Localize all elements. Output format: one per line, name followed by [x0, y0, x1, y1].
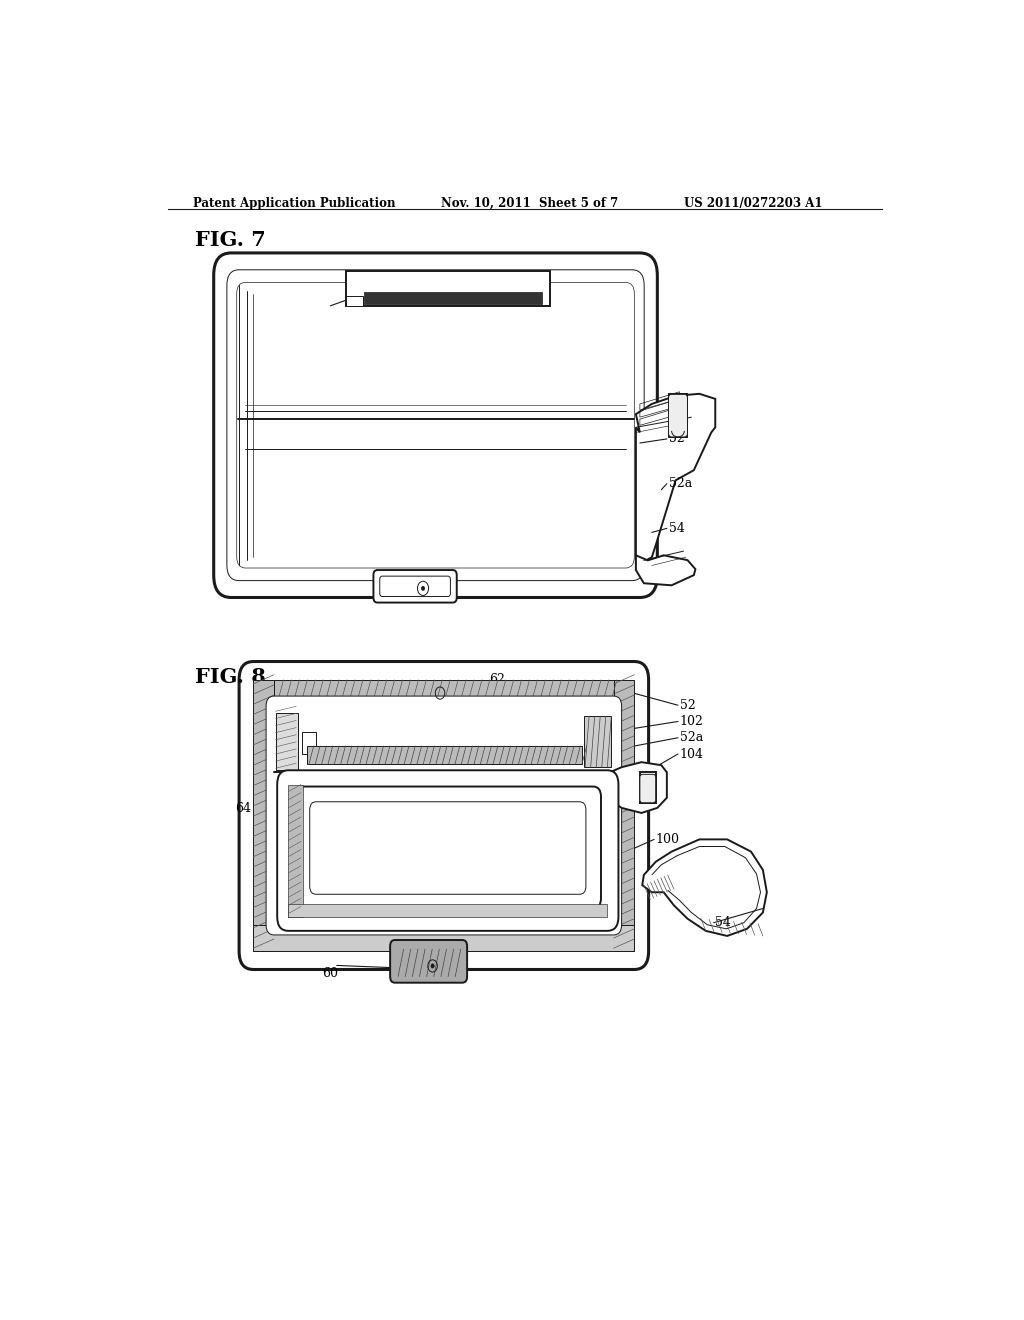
FancyBboxPatch shape [240, 661, 648, 969]
FancyBboxPatch shape [266, 696, 622, 935]
FancyBboxPatch shape [669, 395, 687, 437]
Text: 104: 104 [680, 747, 703, 760]
Polygon shape [642, 840, 767, 936]
Text: Patent Application Publication: Patent Application Publication [194, 197, 395, 210]
Text: 54: 54 [670, 521, 685, 535]
Circle shape [431, 964, 434, 968]
Bar [613, 680, 634, 952]
FancyBboxPatch shape [295, 787, 601, 908]
Text: 52: 52 [680, 698, 695, 711]
Text: 50: 50 [299, 680, 314, 693]
Bar [670, 395, 687, 437]
Bar [275, 713, 298, 771]
Text: 102: 102 [680, 715, 703, 729]
Bar [253, 925, 634, 952]
Bar [289, 904, 607, 916]
FancyBboxPatch shape [214, 253, 657, 598]
Text: 50: 50 [362, 276, 378, 289]
Polygon shape [636, 393, 715, 570]
Text: 62: 62 [489, 673, 505, 686]
Text: 100: 100 [655, 833, 680, 846]
FancyBboxPatch shape [390, 940, 467, 982]
Text: Nov. 10, 2011  Sheet 5 of 7: Nov. 10, 2011 Sheet 5 of 7 [441, 197, 618, 210]
Text: FIG. 8: FIG. 8 [196, 667, 266, 686]
FancyBboxPatch shape [380, 576, 451, 597]
Text: 60: 60 [323, 968, 338, 979]
FancyBboxPatch shape [374, 570, 457, 602]
Bar [307, 746, 582, 764]
Text: 52: 52 [670, 433, 685, 445]
Bar [289, 784, 303, 916]
Bar [253, 680, 274, 952]
Circle shape [422, 586, 425, 590]
Text: 64: 64 [236, 803, 251, 816]
Polygon shape [609, 762, 667, 813]
FancyBboxPatch shape [278, 771, 618, 931]
Bar [364, 292, 542, 304]
FancyBboxPatch shape [640, 775, 655, 803]
Polygon shape [636, 556, 695, 585]
Polygon shape [346, 296, 364, 306]
Bar [640, 772, 655, 803]
Text: 54: 54 [715, 916, 731, 929]
Polygon shape [346, 271, 550, 306]
Bar [584, 717, 610, 767]
Text: FIG. 7: FIG. 7 [196, 230, 266, 249]
Bar [302, 731, 316, 754]
Bar [274, 680, 613, 706]
Text: US 2011/0272203 A1: US 2011/0272203 A1 [684, 197, 822, 210]
Text: 52a: 52a [670, 477, 692, 490]
Text: 52a: 52a [680, 731, 702, 744]
FancyBboxPatch shape [309, 801, 586, 894]
